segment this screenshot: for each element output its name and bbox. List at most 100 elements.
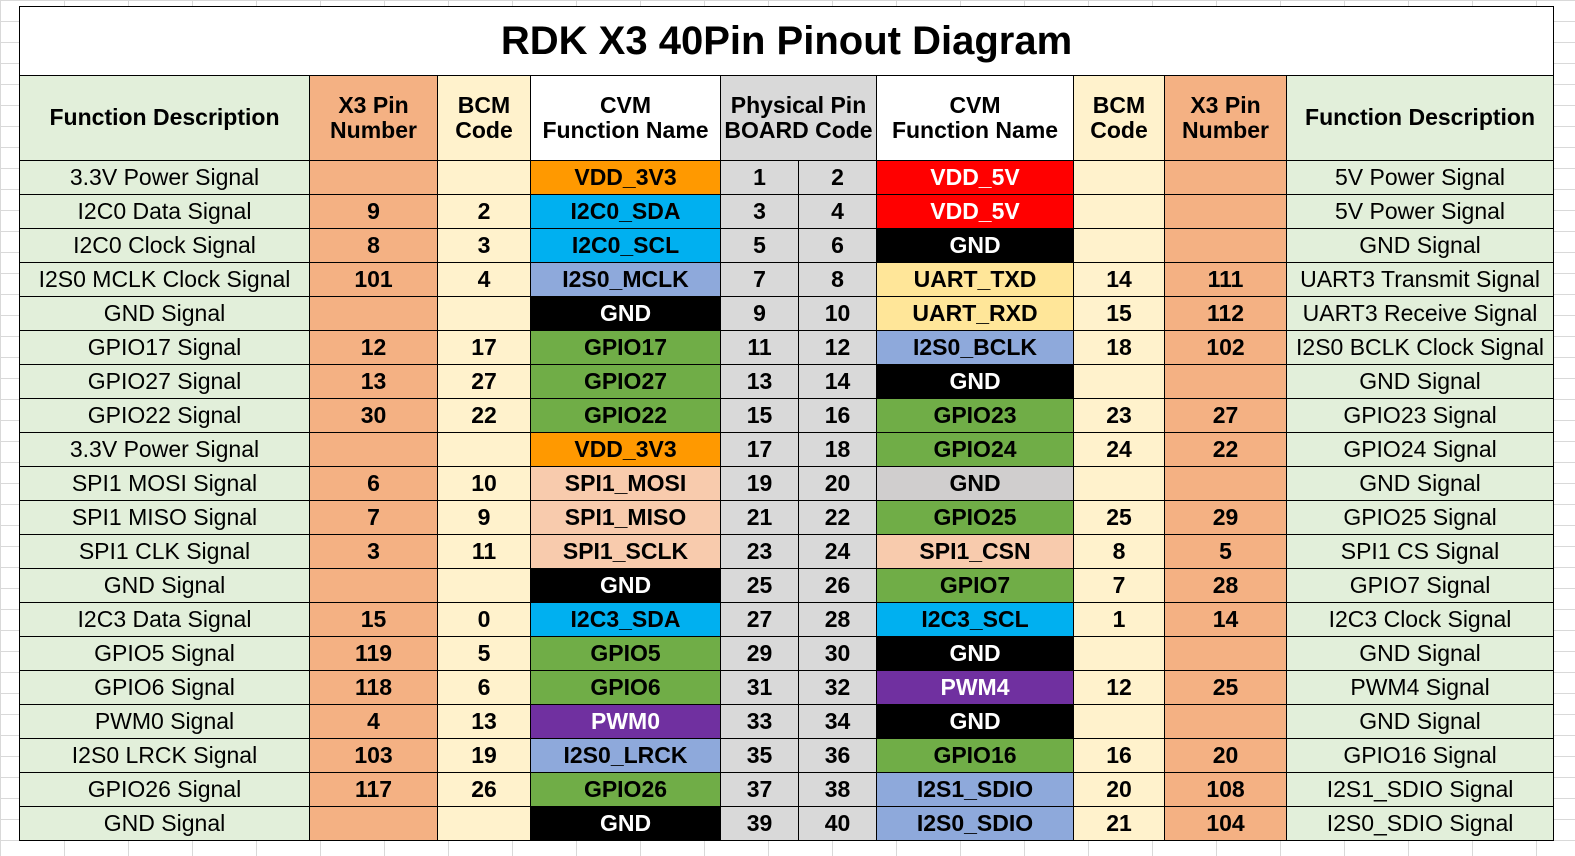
header-right-bcm-code[interactable]: BCM Code [1073, 75, 1165, 161]
cell-right-cvm-function[interactable]: UART_TXD [876, 262, 1074, 297]
cell-left-x3-pin[interactable]: 15 [309, 602, 438, 637]
cell-left-cvm-function[interactable]: GPIO27 [530, 364, 721, 399]
cell-left-function-description[interactable]: 3.3V Power Signal [19, 160, 310, 195]
cell-left-bcm-code[interactable]: 4 [437, 262, 531, 297]
cell-right-bcm-code[interactable] [1073, 636, 1165, 671]
cell-right-bcm-code[interactable] [1073, 704, 1165, 739]
cell-left-function-description[interactable]: GND Signal [19, 568, 310, 603]
cell-left-bcm-code[interactable] [437, 160, 531, 195]
header-left-function-description[interactable]: Function Description [19, 75, 310, 161]
cell-left-x3-pin[interactable] [309, 568, 438, 603]
cell-physical-pin-odd[interactable]: 31 [720, 670, 799, 705]
cell-physical-pin-odd[interactable]: 11 [720, 330, 799, 365]
cell-left-bcm-code[interactable]: 5 [437, 636, 531, 671]
cell-physical-pin-even[interactable]: 40 [798, 806, 877, 841]
cell-left-cvm-function[interactable]: I2C0_SCL [530, 228, 721, 263]
cell-left-cvm-function[interactable]: SPI1_MOSI [530, 466, 721, 501]
cell-right-x3-pin[interactable] [1164, 636, 1287, 671]
cell-right-function-description[interactable]: GND Signal [1285, 704, 1555, 739]
cell-left-bcm-code[interactable]: 2 [437, 194, 531, 229]
cell-left-bcm-code[interactable]: 9 [437, 500, 531, 535]
cell-left-function-description[interactable]: 3.3V Power Signal [19, 432, 310, 467]
cell-left-function-description[interactable]: SPI1 MISO Signal [19, 500, 310, 535]
cell-left-x3-pin[interactable]: 8 [309, 228, 438, 263]
cell-left-bcm-code[interactable]: 22 [437, 398, 531, 433]
cell-right-x3-pin[interactable]: 111 [1164, 262, 1287, 297]
cell-right-function-description[interactable]: GND Signal [1285, 364, 1555, 399]
cell-physical-pin-even[interactable]: 14 [798, 364, 877, 399]
cell-right-bcm-code[interactable]: 25 [1073, 500, 1165, 535]
cell-physical-pin-even[interactable]: 24 [798, 534, 877, 569]
cell-physical-pin-even[interactable]: 34 [798, 704, 877, 739]
cell-left-bcm-code[interactable]: 17 [437, 330, 531, 365]
cell-left-cvm-function[interactable]: GPIO6 [530, 670, 721, 705]
cell-physical-pin-odd[interactable]: 39 [720, 806, 799, 841]
cell-right-cvm-function[interactable]: GND [876, 466, 1074, 501]
cell-physical-pin-even[interactable]: 2 [798, 160, 877, 195]
cell-physical-pin-odd[interactable]: 35 [720, 738, 799, 773]
cell-right-cvm-function[interactable]: GPIO16 [876, 738, 1074, 773]
cell-left-bcm-code[interactable]: 19 [437, 738, 531, 773]
cell-right-cvm-function[interactable]: GND [876, 704, 1074, 739]
cell-left-function-description[interactable]: GPIO5 Signal [19, 636, 310, 671]
cell-left-x3-pin[interactable]: 118 [309, 670, 438, 705]
header-left-x3-pin-number[interactable]: X3 Pin Number [309, 75, 438, 161]
cell-physical-pin-odd[interactable]: 33 [720, 704, 799, 739]
cell-right-function-description[interactable]: I2S1_SDIO Signal [1285, 772, 1555, 807]
diagram-title[interactable]: RDK X3 40Pin Pinout Diagram [18, 6, 1555, 76]
cell-left-bcm-code[interactable]: 0 [437, 602, 531, 637]
cell-physical-pin-odd[interactable]: 7 [720, 262, 799, 297]
cell-left-cvm-function[interactable]: GND [530, 568, 721, 603]
cell-left-x3-pin[interactable]: 13 [309, 364, 438, 399]
cell-physical-pin-even[interactable]: 32 [798, 670, 877, 705]
cell-right-cvm-function[interactable]: GPIO24 [876, 432, 1074, 467]
cell-left-x3-pin[interactable] [309, 432, 438, 467]
cell-right-x3-pin[interactable] [1164, 704, 1287, 739]
cell-right-function-description[interactable]: GPIO25 Signal [1285, 500, 1555, 535]
cell-right-bcm-code[interactable]: 24 [1073, 432, 1165, 467]
cell-right-x3-pin[interactable]: 22 [1164, 432, 1287, 467]
cell-physical-pin-odd[interactable]: 1 [720, 160, 799, 195]
cell-left-cvm-function[interactable]: I2S0_MCLK [530, 262, 721, 297]
header-right-function-description[interactable]: Function Description [1285, 75, 1555, 161]
cell-right-function-description[interactable]: I2S0_SDIO Signal [1285, 806, 1555, 841]
cell-right-bcm-code[interactable]: 14 [1073, 262, 1165, 297]
cell-physical-pin-even[interactable]: 22 [798, 500, 877, 535]
cell-physical-pin-odd[interactable]: 19 [720, 466, 799, 501]
cell-left-cvm-function[interactable]: PWM0 [530, 704, 721, 739]
cell-right-function-description[interactable]: GND Signal [1285, 636, 1555, 671]
cell-right-function-description[interactable]: GND Signal [1285, 466, 1555, 501]
cell-left-cvm-function[interactable]: SPI1_SCLK [530, 534, 721, 569]
cell-left-x3-pin[interactable]: 9 [309, 194, 438, 229]
cell-right-function-description[interactable]: 5V Power Signal [1285, 194, 1555, 229]
cell-physical-pin-odd[interactable]: 27 [720, 602, 799, 637]
cell-right-x3-pin[interactable]: 28 [1164, 568, 1287, 603]
cell-right-x3-pin[interactable]: 29 [1164, 500, 1287, 535]
cell-right-bcm-code[interactable]: 8 [1073, 534, 1165, 569]
cell-left-function-description[interactable]: I2C3 Data Signal [19, 602, 310, 637]
cell-left-x3-pin[interactable] [309, 160, 438, 195]
cell-right-function-description[interactable]: GPIO16 Signal [1285, 738, 1555, 773]
cell-left-bcm-code[interactable] [437, 296, 531, 331]
cell-right-function-description[interactable]: GPIO24 Signal [1285, 432, 1555, 467]
cell-physical-pin-odd[interactable]: 25 [720, 568, 799, 603]
cell-physical-pin-odd[interactable]: 37 [720, 772, 799, 807]
cell-physical-pin-even[interactable]: 30 [798, 636, 877, 671]
cell-right-cvm-function[interactable]: GND [876, 228, 1074, 263]
cell-left-x3-pin[interactable]: 3 [309, 534, 438, 569]
header-right-cvm-function-name[interactable]: CVM Function Name [876, 75, 1074, 161]
cell-right-function-description[interactable]: GPIO23 Signal [1285, 398, 1555, 433]
cell-left-function-description[interactable]: GPIO17 Signal [19, 330, 310, 365]
cell-left-function-description[interactable]: I2C0 Data Signal [19, 194, 310, 229]
cell-physical-pin-odd[interactable]: 29 [720, 636, 799, 671]
cell-right-cvm-function[interactable]: GPIO25 [876, 500, 1074, 535]
cell-right-bcm-code[interactable] [1073, 228, 1165, 263]
cell-right-x3-pin[interactable]: 108 [1164, 772, 1287, 807]
cell-right-x3-pin[interactable]: 20 [1164, 738, 1287, 773]
cell-right-x3-pin[interactable] [1164, 160, 1287, 195]
cell-left-cvm-function[interactable]: SPI1_MISO [530, 500, 721, 535]
cell-physical-pin-even[interactable]: 8 [798, 262, 877, 297]
cell-right-x3-pin[interactable] [1164, 194, 1287, 229]
cell-physical-pin-even[interactable]: 10 [798, 296, 877, 331]
cell-left-x3-pin[interactable]: 101 [309, 262, 438, 297]
